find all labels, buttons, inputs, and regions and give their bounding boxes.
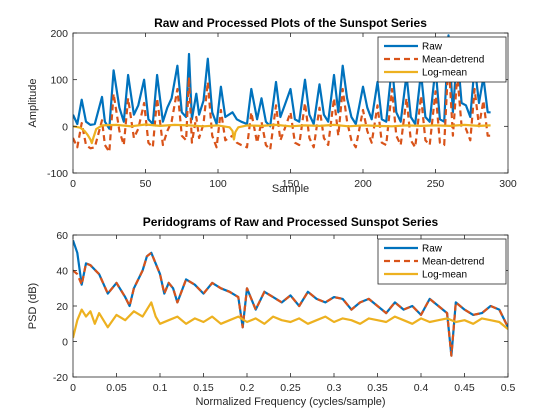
x-tick-label: 0	[70, 382, 76, 394]
x-tick-label: 0.05	[106, 382, 127, 394]
series-line-mean-detrend	[73, 251, 508, 357]
legend: Raw Mean-detrend Log-mean	[377, 238, 507, 285]
chart-title: Peridograms of Raw and Processed Sunspot…	[143, 215, 439, 229]
legend-entry: Log-mean	[422, 270, 467, 281]
legend-entry: Log-mean	[422, 68, 467, 79]
x-tick-label: 150	[282, 178, 300, 190]
x-tick-label: 0.1	[153, 382, 168, 394]
y-tick-label: 40	[56, 266, 68, 278]
x-axis-label: Normalized Frequency (cycles/sample)	[195, 396, 385, 408]
legend-entry: Raw	[422, 42, 443, 53]
x-tick-label: 250	[427, 178, 445, 190]
y-tick-label: -100	[47, 168, 68, 180]
x-tick-label: 0.45	[454, 382, 475, 394]
x-tick-label: 0.15	[193, 382, 214, 394]
series-line-mean-detrend	[73, 57, 491, 154]
legend-entry: Raw	[422, 244, 443, 255]
legend: Raw Mean-detrend Log-mean	[377, 36, 507, 83]
x-tick-label: 50	[140, 178, 152, 190]
x-tick-label: 300	[499, 178, 517, 190]
series-line-log-mean	[73, 123, 491, 145]
y-tick-label: 60	[56, 230, 68, 242]
x-tick-label: 200	[354, 178, 372, 190]
y-tick-label: 20	[56, 301, 68, 313]
x-tick-label: 0.5	[501, 382, 516, 394]
y-axis-label: Amplitude	[27, 79, 39, 128]
chart-title: Raw and Processed Plots of the Sunspot S…	[154, 16, 427, 30]
y-axis-label: PSD (dB)	[27, 283, 39, 329]
y-tick-label: 200	[50, 28, 68, 40]
legend-entry: Mean-detrend	[422, 55, 484, 66]
y-tick-label: 0	[62, 337, 68, 349]
x-tick-label: 0.35	[367, 382, 388, 394]
y-tick-label: 100	[50, 75, 68, 87]
series-line-raw	[73, 34, 491, 130]
x-tick-label: 100	[209, 178, 227, 190]
y-tick-label: -20	[53, 372, 68, 384]
y-tick-label: 0	[62, 121, 68, 133]
series-line-log-mean	[73, 301, 508, 339]
x-tick-label: 0.4	[414, 382, 429, 394]
x-tick-label: 0.3	[327, 382, 342, 394]
x-axis-label: Sample	[272, 183, 309, 195]
legend-entry: Mean-detrend	[422, 257, 484, 268]
x-tick-label: 0.25	[280, 382, 301, 394]
chart-2: 0 0.05 0.1 0.15 0.2 0.25 0.3 0.35 0.4 0.45 0.5-200…	[27, 215, 515, 408]
x-tick-label: 0	[70, 178, 76, 190]
x-tick-label: 0.2	[240, 382, 255, 394]
